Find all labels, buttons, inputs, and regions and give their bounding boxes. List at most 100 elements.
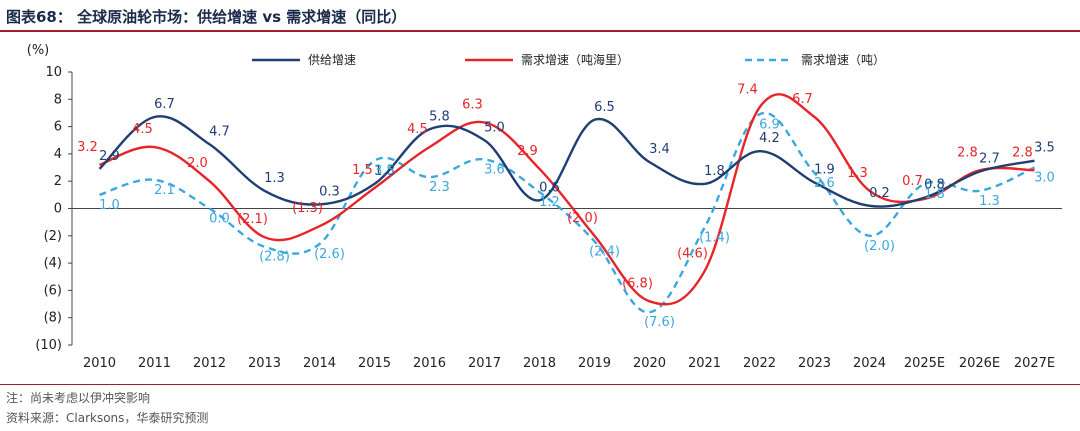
data-label-demand_nm: 6.7 bbox=[792, 92, 813, 107]
data-label-supply: 3.5 bbox=[1034, 141, 1055, 156]
data-label-demand_t: 1.8 bbox=[924, 187, 945, 202]
y-tick-label: 10 bbox=[45, 65, 62, 80]
data-label-demand_nm: 4.5 bbox=[132, 122, 153, 137]
data-label-demand_t: (7.6) bbox=[644, 315, 675, 330]
data-label-demand_t: 3.5 bbox=[374, 164, 395, 179]
x-tick-label: 2027E bbox=[1014, 356, 1055, 371]
y-tick-label: (4) bbox=[44, 256, 62, 271]
data-label-supply: 1.8 bbox=[704, 164, 725, 179]
data-label-demand_nm: 0.7 bbox=[902, 174, 923, 189]
data-label-demand_t: 0.0 bbox=[209, 212, 230, 227]
data-label-demand_t: 6.9 bbox=[759, 117, 780, 132]
data-label-supply: 1.8 bbox=[374, 164, 395, 179]
y-axis-label: (%) bbox=[27, 43, 50, 58]
x-tick-label: 2021 bbox=[688, 356, 721, 371]
legend-label-supply: 供给增速 bbox=[308, 53, 356, 67]
data-label-demand_t: (2.6) bbox=[314, 247, 345, 262]
legend-label-demand_nm: 需求增速（吨海里） bbox=[521, 52, 629, 67]
data-label-demand_nm: (4.6) bbox=[677, 246, 708, 261]
x-tick-label: 2024 bbox=[853, 356, 886, 371]
x-tick-label: 2013 bbox=[248, 356, 281, 371]
data-label-supply: 2.9 bbox=[99, 149, 120, 164]
data-label-demand_nm: (2.0) bbox=[567, 211, 598, 226]
data-label-supply: 0.8 bbox=[924, 178, 945, 193]
data-label-demand_t: 2.1 bbox=[154, 183, 175, 198]
x-tick-label: 2019 bbox=[578, 356, 611, 371]
data-label-demand_nm: 1.5 bbox=[352, 163, 373, 178]
data-label-demand_t: 3.6 bbox=[484, 162, 505, 177]
series-line-demand_nm bbox=[99, 93, 1035, 306]
x-tick-label: 2023 bbox=[798, 356, 831, 371]
data-label-supply: 0.6 bbox=[539, 180, 560, 195]
x-tick-label: 2026E bbox=[959, 356, 1000, 371]
legend-label-demand_t: 需求增速（吨） bbox=[801, 53, 885, 67]
data-label-demand_nm: 2.0 bbox=[187, 156, 208, 171]
y-tick-label: 2 bbox=[54, 174, 62, 189]
series-line-demand_t bbox=[99, 111, 1035, 314]
data-label-supply: 5.8 bbox=[429, 109, 450, 124]
data-label-supply: 6.7 bbox=[154, 97, 175, 112]
data-labels: 2.9 6.7 4.7 1.3 0.3 1.8 5.8 5.0 0.6 6.5 3.4 1.8 4.2 1… bbox=[77, 82, 1055, 330]
y-tick-label: (2) bbox=[44, 229, 62, 244]
data-label-demand_nm: 4.5 bbox=[407, 122, 428, 137]
x-tick-label: 2022 bbox=[743, 356, 776, 371]
x-tick-label: 2015 bbox=[358, 356, 391, 371]
data-label-supply: 4.2 bbox=[759, 131, 780, 146]
footnote: 注：尚未考虑以伊冲突影响 bbox=[6, 391, 151, 405]
x-tick-label: 2012 bbox=[193, 356, 226, 371]
chart-title: 图表68： 全球原油轮市场：供给增速 vs 需求增速（同比） bbox=[6, 8, 407, 26]
data-label-demand_t: 3.0 bbox=[1034, 171, 1055, 186]
data-label-demand_t: (2.0) bbox=[864, 239, 895, 254]
series-lines bbox=[98, 93, 1035, 314]
data-label-demand_t: (1.4) bbox=[699, 231, 730, 246]
series-line-supply bbox=[98, 115, 1035, 208]
y-tick-label: 8 bbox=[54, 92, 62, 107]
data-label-demand_nm: 2.8 bbox=[957, 145, 978, 160]
x-tick-label: 2016 bbox=[413, 356, 446, 371]
data-label-demand_nm: (1.3) bbox=[292, 201, 323, 216]
data-label-demand_t: 1.2 bbox=[539, 195, 560, 210]
data-label-demand_nm: 1.3 bbox=[847, 166, 868, 181]
y-tick-label: (6) bbox=[44, 283, 62, 298]
data-label-supply: 6.5 bbox=[594, 100, 615, 115]
data-label-demand_t: 2.3 bbox=[429, 180, 450, 195]
y-tick-label: 6 bbox=[54, 120, 62, 135]
title-divider bbox=[0, 30, 1080, 32]
data-label-demand_t: 2.6 bbox=[814, 176, 835, 191]
data-label-demand_nm: 2.9 bbox=[517, 144, 538, 159]
data-label-supply: 4.7 bbox=[209, 124, 230, 139]
data-label-demand_nm: (6.8) bbox=[622, 276, 653, 291]
source-note: 资料来源：Clarksons，华泰研究预测 bbox=[6, 411, 209, 425]
x-tick-label: 2018 bbox=[523, 356, 556, 371]
data-label-supply: 1.9 bbox=[814, 163, 835, 178]
data-label-supply: 1.3 bbox=[264, 171, 285, 186]
line-chart: 10 8 6 4 2 0 (2) (4) (6) (8) (10) (%) 2010 2011 2012 20… bbox=[27, 43, 1062, 371]
x-tick-label: 2010 bbox=[83, 356, 116, 371]
y-tick-label: (8) bbox=[44, 311, 62, 326]
axes: 10 8 6 4 2 0 (2) (4) (6) (8) (10) (%) 2010 2011 2012 20… bbox=[27, 43, 1062, 371]
data-label-demand_nm: (2.1) bbox=[237, 212, 268, 227]
data-label-demand_t: 1.0 bbox=[99, 198, 120, 213]
x-tick-label: 2014 bbox=[303, 356, 336, 371]
x-tick-label: 2017 bbox=[468, 356, 501, 371]
y-tick-label: 0 bbox=[54, 202, 62, 217]
x-tick-label: 2025E bbox=[904, 356, 945, 371]
x-tick-label: 2020 bbox=[633, 356, 666, 371]
footer-divider bbox=[0, 384, 1080, 385]
data-label-supply: 3.4 bbox=[649, 142, 670, 157]
data-label-demand_t: 1.3 bbox=[979, 194, 1000, 209]
y-tick-label: 4 bbox=[54, 147, 62, 162]
x-tick-label: 2011 bbox=[138, 356, 171, 371]
data-label-demand_t: (2.8) bbox=[259, 250, 290, 265]
data-label-demand_nm: 7.4 bbox=[737, 82, 758, 97]
data-label-demand_t: (2.4) bbox=[589, 244, 620, 259]
data-label-supply: 0.2 bbox=[869, 186, 890, 201]
data-label-demand_nm: 6.3 bbox=[462, 98, 483, 113]
y-tick-label: (10) bbox=[35, 338, 62, 353]
data-label-demand_nm: 3.2 bbox=[77, 140, 98, 155]
data-label-supply: 0.3 bbox=[319, 184, 340, 199]
legend: 供给增速 需求增速（吨海里） 需求增速（吨） bbox=[252, 52, 885, 67]
data-label-demand_nm: 2.8 bbox=[1012, 145, 1033, 160]
data-label-supply: 2.7 bbox=[979, 152, 1000, 167]
data-label-supply: 5.0 bbox=[484, 120, 505, 135]
